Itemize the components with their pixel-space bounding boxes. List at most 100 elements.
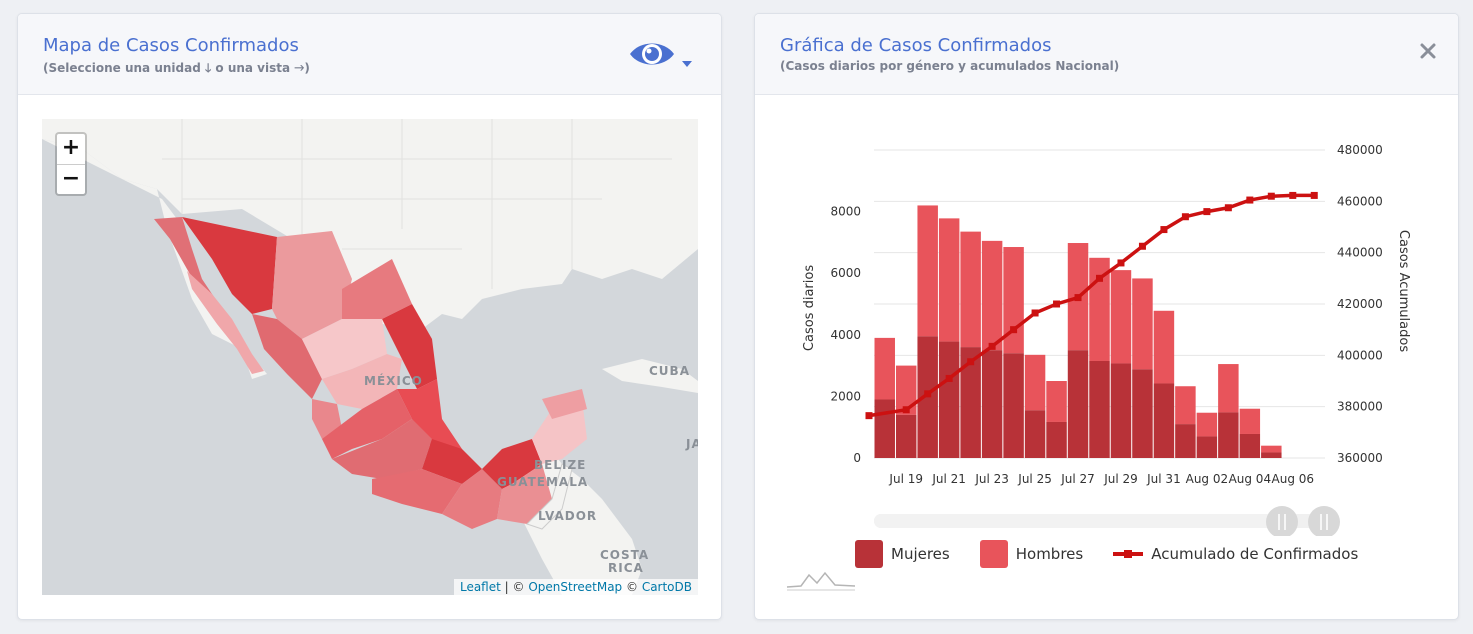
map-label-costa-rica: COSTA bbox=[600, 548, 650, 562]
bar-mujeres bbox=[1153, 383, 1175, 458]
navigator-handle-left[interactable] bbox=[1266, 506, 1298, 536]
point-acumulado bbox=[924, 390, 932, 398]
zoom-control: + − bbox=[55, 132, 87, 196]
point-acumulado bbox=[1074, 294, 1082, 302]
y-tick-label-right: 480000 bbox=[1337, 143, 1383, 157]
legend-label-hombres: Hombres bbox=[1015, 545, 1084, 563]
bar-mujeres bbox=[1089, 360, 1110, 458]
y-tick-label-left: 8000 bbox=[830, 205, 861, 219]
bar-hombres bbox=[1110, 270, 1132, 364]
map-tiles[interactable] bbox=[42, 119, 698, 595]
map-card: Mapa de Casos Confirmados (Seleccione un… bbox=[17, 13, 722, 620]
bar-mujeres bbox=[1067, 350, 1089, 458]
chart-line bbox=[865, 191, 1318, 420]
point-acumulado bbox=[1246, 196, 1254, 204]
chart-navigator[interactable] bbox=[874, 514, 1334, 528]
bar-hombres bbox=[960, 231, 981, 348]
bar-hombres bbox=[1153, 310, 1175, 384]
attribution-separator-2: © bbox=[622, 580, 642, 594]
point-acumulado bbox=[1267, 192, 1275, 200]
map-card-subtitle: (Seleccione una unidad 🡓 o una vista 🡒) bbox=[43, 61, 310, 75]
point-acumulado bbox=[1117, 259, 1125, 267]
chart-card-header: Gráfica de Casos Confirmados (Casos diar… bbox=[755, 14, 1458, 95]
x-tick-label: Jul 27 bbox=[1060, 472, 1095, 486]
x-tick-label: Jul 25 bbox=[1017, 472, 1052, 486]
y-tick-label-right: 440000 bbox=[1337, 246, 1383, 260]
point-acumulado bbox=[1203, 208, 1211, 216]
bar-mujeres bbox=[874, 399, 895, 458]
map-label-costa-rica-2: RICA bbox=[608, 561, 644, 575]
legend-swatch-mujeres bbox=[855, 540, 883, 568]
point-acumulado bbox=[1289, 191, 1297, 199]
cartodb-link[interactable]: CartoDB bbox=[641, 580, 692, 594]
bar-mujeres bbox=[1196, 436, 1218, 458]
point-acumulado bbox=[1010, 326, 1018, 334]
y-tick-label-right: 380000 bbox=[1337, 400, 1383, 414]
zoom-in-button[interactable]: + bbox=[61, 135, 81, 160]
y-axis-right-ticks: 360000 380000 400000 420000 440000 460000 4800… bbox=[1337, 143, 1383, 465]
legend-label-acumulado: Acumulado de Confirmados bbox=[1151, 545, 1359, 563]
bar-mujeres bbox=[1132, 369, 1153, 458]
point-acumulado bbox=[1138, 242, 1146, 250]
bar-mujeres bbox=[960, 347, 981, 458]
bar-mujeres bbox=[1046, 421, 1067, 458]
map-card-title: Mapa de Casos Confirmados bbox=[43, 35, 299, 56]
navigator-handle-right[interactable] bbox=[1308, 506, 1340, 536]
point-acumulado bbox=[988, 342, 996, 350]
map-attribution: Leaflet | © OpenStreetMap © CartoDB bbox=[453, 579, 698, 595]
x-tick-label: Jul 21 bbox=[931, 472, 966, 486]
point-acumulado bbox=[945, 374, 953, 382]
legend-item-hombres[interactable]: Hombres bbox=[979, 540, 1084, 568]
chevron-down-icon bbox=[682, 61, 692, 67]
zoom-out-button[interactable]: − bbox=[57, 164, 85, 194]
map-label-jamaica: JA bbox=[686, 437, 698, 451]
close-button[interactable] bbox=[1415, 38, 1441, 64]
x-tick-label: Jul 31 bbox=[1146, 472, 1181, 486]
bar-hombres bbox=[895, 365, 917, 415]
bar-hombres bbox=[917, 205, 938, 337]
y-tick-label-left: 2000 bbox=[830, 389, 861, 403]
bar-mujeres bbox=[938, 341, 960, 458]
bar-hombres bbox=[981, 240, 1003, 351]
map-label-belize: BELIZE bbox=[534, 458, 587, 472]
x-tick-label: Jul 29 bbox=[1103, 472, 1138, 486]
bar-mujeres bbox=[895, 414, 917, 458]
point-acumulado bbox=[1031, 309, 1039, 317]
eye-icon bbox=[630, 43, 692, 67]
bar-mujeres bbox=[1175, 424, 1196, 458]
chart-bars bbox=[874, 205, 1282, 458]
openstreetmap-link[interactable]: OpenStreetMap bbox=[528, 580, 623, 594]
x-axis-ticks: Jul 19 Jul 21 Jul 23 Jul 25 Jul 27 Jul 29 Jul … bbox=[888, 472, 1314, 486]
chart-legend: Mujeres Hombres Acumulado de Confirmados bbox=[855, 540, 1388, 568]
attribution-separator: | © bbox=[500, 580, 529, 594]
map-label-guatemala: GUATEMALA bbox=[497, 475, 589, 489]
bar-hombres bbox=[1024, 354, 1046, 411]
chart-card-title: Gráfica de Casos Confirmados bbox=[780, 35, 1052, 56]
bar-mujeres bbox=[1110, 363, 1132, 458]
map-card-header: Mapa de Casos Confirmados (Seleccione un… bbox=[18, 14, 721, 95]
map-view[interactable]: MÉXICO CUBA BELIZE GUATEMALA LVADOR COST… bbox=[42, 119, 698, 595]
legend-item-mujeres[interactable]: Mujeres bbox=[855, 540, 950, 568]
map-label-el-salvador: LVADOR bbox=[538, 509, 598, 523]
view-selector-button[interactable] bbox=[628, 36, 698, 72]
bar-hombres bbox=[1046, 381, 1067, 422]
y-axis-right-label: Casos Acumulados bbox=[1396, 230, 1411, 352]
point-acumulado bbox=[967, 358, 975, 366]
leaflet-link[interactable]: Leaflet bbox=[459, 580, 501, 594]
y-tick-label-right: 360000 bbox=[1337, 451, 1383, 465]
y-tick-label-left: 4000 bbox=[830, 328, 861, 342]
map-label-cuba: CUBA bbox=[649, 364, 690, 378]
x-tick-label: Aug 06 bbox=[1272, 472, 1315, 486]
point-acumulado bbox=[1224, 204, 1232, 212]
legend-item-acumulado[interactable]: Acumulado de Confirmados bbox=[1113, 545, 1358, 563]
cases-chart: 0 2000 4000 6000 8000 360000 380000 400000 4200… bbox=[802, 143, 1411, 536]
legend-swatch-hombres bbox=[979, 540, 1008, 568]
y-tick-label-right: 460000 bbox=[1337, 194, 1383, 208]
x-tick-label: Aug 04 bbox=[1229, 472, 1272, 486]
x-tick-label: Jul 19 bbox=[888, 472, 923, 486]
y-axis-left-ticks: 0 2000 4000 6000 8000 bbox=[830, 205, 861, 465]
bar-hombres bbox=[1175, 386, 1196, 425]
chart-card: Gráfica de Casos Confirmados (Casos diar… bbox=[754, 13, 1459, 620]
x-tick-label: Aug 02 bbox=[1186, 472, 1229, 486]
map-label-mexico: MÉXICO bbox=[364, 374, 423, 388]
